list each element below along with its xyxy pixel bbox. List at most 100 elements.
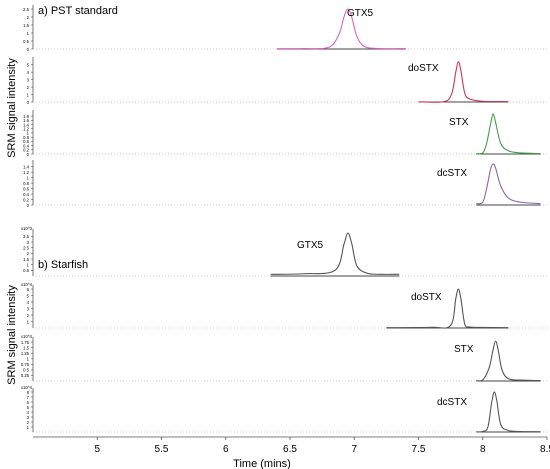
y-tick-label: 1.4 [23, 122, 29, 127]
x-tick-label-6: 8 [480, 444, 486, 455]
y-tick-label: 7 [27, 395, 30, 400]
y-tick-label: 0.6 [23, 139, 29, 144]
x-tick-label-4: 7 [351, 444, 357, 455]
y-tick-label: 2 [27, 251, 30, 256]
y-tick-label: 1.8 [23, 114, 29, 119]
y-tick-label: 0.4 [23, 192, 29, 197]
y-tick-label: 0.5 [23, 39, 29, 44]
y-tick-label: 5 [27, 405, 30, 410]
peak-label: GTX5 [297, 240, 324, 251]
y-tick-label: 6 [27, 287, 30, 292]
panel-a-label: a) PST standard [38, 5, 118, 17]
y-tick-label: 0.8 [23, 181, 29, 186]
y-tick-label: 4 [27, 70, 30, 75]
y-tick-label: 2.5 [23, 246, 29, 251]
x-axis-label: Time (mins) [233, 458, 291, 469]
y-tick-label: 0.25 [21, 373, 30, 378]
y-exponent-label: x10^4 [21, 282, 33, 287]
panel-b-ylabel: SRM signal intensity [6, 285, 18, 385]
y-tick-label: 1 [27, 262, 30, 267]
trace-line [476, 113, 541, 155]
panel-b: 0.511.522.533.5x10^3GTX5123456x10^4doSTX… [21, 226, 547, 433]
y-tick-label: 1.5 [23, 257, 29, 262]
peak-label: dcSTX [437, 168, 467, 179]
y-tick-label: 0 [27, 203, 30, 208]
peak-label: GTX5 [347, 8, 374, 19]
x-tick-label-2: 6 [223, 444, 229, 455]
x-axis-ticks: 5 5.5 6 6.5 7 7.5 8 8.5 [94, 437, 550, 455]
track-a-dcstx: 00.20.40.60.811.21.4 dcSTX [23, 160, 547, 208]
peak-label: doSTX [411, 292, 442, 303]
track-a-dostx: 0 1 2 3 4 5 doSTX [27, 57, 547, 105]
y-tick-label: 0 [27, 100, 30, 105]
trace-line [386, 288, 509, 329]
peak-label: dcSTX [437, 397, 467, 408]
y-tick-label: 2 [27, 313, 30, 318]
y-tick-label: 2 [27, 85, 30, 90]
y-tick-label: 1 [27, 175, 30, 180]
y-tick-label: 2.5 [23, 7, 29, 12]
y-tick-label: 0 [27, 47, 30, 52]
y-tick-label: 1 [27, 131, 30, 136]
y-tick-label: 1.6 [23, 118, 29, 123]
y-tick-label: 8 [27, 390, 30, 395]
y-tick-label: 3 [27, 77, 30, 82]
y-tick-label: 1.75 [21, 340, 30, 345]
y-tick-label: 6 [27, 400, 30, 405]
x-tick-label-1: 5.5 [155, 444, 169, 455]
y-tick-label: 3.5 [23, 234, 29, 239]
trace-line [476, 340, 541, 382]
y-tick-label: 5 [27, 63, 30, 68]
y-tick-label: 1.4 [23, 165, 29, 170]
y-tick-label: 0.4 [23, 143, 29, 148]
y-exponent-label: x10^3 [21, 226, 33, 231]
y-tick-label: 3 [27, 306, 30, 311]
y-tick-label: 0.5 [23, 268, 29, 273]
y-tick-label: 4 [27, 410, 30, 415]
y-tick-label: 1 [27, 357, 30, 362]
y-tick-label: 1.5 [23, 23, 29, 28]
y-tick-label: 5 [27, 293, 30, 298]
trace-line [277, 8, 406, 50]
y-tick-label: 3 [27, 415, 30, 420]
trace-line [476, 163, 541, 205]
trace-line [418, 61, 509, 103]
track-a-gtx5: 0 0.5 1 1.5 2 2.5 GTX5 [23, 5, 547, 52]
peak-label: STX [454, 344, 474, 355]
x-tick-label-5: 7.5 [412, 444, 426, 455]
y-tick-label: 0.8 [23, 135, 29, 140]
peak-label: doSTX [408, 63, 439, 74]
y-tick-label: 0 [27, 152, 30, 157]
y-tick-label: 2 [27, 15, 30, 20]
y-tick-label: 0.5 [23, 368, 29, 373]
y-tick-label: 1 [27, 92, 30, 97]
y-tick-label: 0.2 [23, 197, 29, 202]
peak-label: STX [449, 117, 469, 128]
y-tick-label: 1.25 [21, 351, 30, 356]
y-tick-label: 0.75 [21, 362, 30, 367]
x-tick-label-3: 6.5 [283, 444, 297, 455]
x-tick-label-0: 5 [94, 444, 100, 455]
y-tick-label: 1 [27, 31, 30, 36]
y-tick-label: 0.2 [23, 148, 29, 153]
y-tick-label: 0.6 [23, 186, 29, 191]
panel-a-ylabel: SRM signal intensity [6, 58, 18, 158]
y-exponent-label: x10^4 [21, 385, 33, 390]
y-tick-label: 1.2 [23, 170, 29, 175]
track-a-stx: 00.20.40.60.811.21.41.61.8 STX [23, 110, 547, 157]
y-tick-label: 1.2 [23, 127, 29, 132]
y-tick-label: 4 [27, 300, 30, 305]
y-tick-label: 1 [27, 319, 30, 324]
y-tick-label: 3 [27, 240, 30, 245]
trace-line [270, 232, 400, 275]
y-tick-label: 2 [27, 420, 30, 425]
y-exponent-label: x10^4 [21, 334, 33, 339]
trace-line [476, 391, 541, 433]
y-tick-label: 1 [27, 425, 30, 430]
panel-b-label: b) Starfish [38, 259, 88, 271]
y-tick-label: 1.5 [23, 345, 29, 350]
